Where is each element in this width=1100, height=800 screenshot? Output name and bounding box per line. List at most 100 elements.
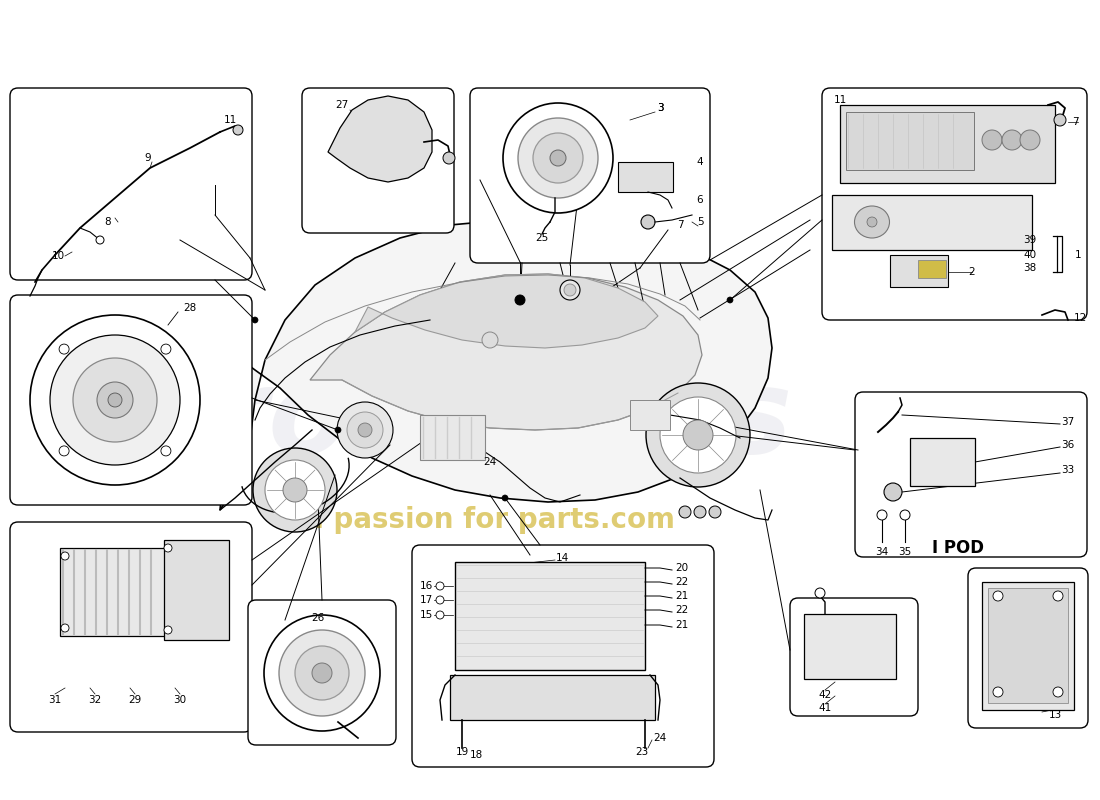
Text: 4: 4: [696, 157, 703, 167]
Polygon shape: [328, 96, 432, 182]
Circle shape: [560, 280, 580, 300]
Bar: [60, 548, 168, 636]
Ellipse shape: [855, 206, 890, 238]
Text: 17: 17: [419, 595, 432, 605]
Text: 22: 22: [675, 577, 689, 587]
Circle shape: [646, 383, 750, 487]
Circle shape: [1053, 687, 1063, 697]
FancyBboxPatch shape: [470, 88, 710, 263]
Text: a passion for parts.com: a passion for parts.com: [305, 506, 675, 534]
Circle shape: [60, 624, 69, 632]
Text: 27: 27: [336, 100, 349, 110]
Circle shape: [1053, 591, 1063, 601]
Circle shape: [161, 344, 170, 354]
Text: 19: 19: [455, 747, 469, 757]
Bar: [804, 614, 896, 679]
Text: 36: 36: [1062, 440, 1075, 450]
Circle shape: [515, 295, 525, 305]
Text: 11: 11: [834, 95, 847, 105]
Bar: [982, 582, 1074, 710]
Circle shape: [550, 150, 566, 166]
Text: 2: 2: [969, 267, 976, 277]
Circle shape: [679, 506, 691, 518]
Circle shape: [253, 448, 337, 532]
Bar: [450, 675, 654, 720]
FancyBboxPatch shape: [968, 568, 1088, 728]
Circle shape: [252, 317, 258, 323]
Circle shape: [96, 236, 104, 244]
Circle shape: [710, 506, 720, 518]
FancyBboxPatch shape: [790, 598, 918, 716]
Bar: [420, 415, 485, 460]
Text: 35: 35: [899, 547, 912, 557]
Bar: [455, 562, 645, 670]
Bar: [618, 162, 673, 192]
Text: 23: 23: [636, 747, 649, 757]
Circle shape: [877, 510, 887, 520]
Circle shape: [312, 663, 332, 683]
Text: 20: 20: [675, 563, 689, 573]
Bar: [910, 438, 975, 486]
Circle shape: [503, 103, 613, 213]
Circle shape: [993, 591, 1003, 601]
Circle shape: [1002, 130, 1022, 150]
Text: 34: 34: [876, 547, 889, 557]
Circle shape: [161, 446, 170, 456]
Circle shape: [108, 393, 122, 407]
Text: 37: 37: [1062, 417, 1075, 427]
Text: 1: 1: [1075, 250, 1081, 260]
FancyBboxPatch shape: [855, 392, 1087, 557]
Circle shape: [60, 552, 69, 560]
Text: 41: 41: [818, 703, 832, 713]
Text: 3: 3: [657, 103, 663, 113]
Text: 31: 31: [48, 695, 62, 705]
Circle shape: [660, 397, 736, 473]
Circle shape: [436, 582, 444, 590]
Circle shape: [993, 687, 1003, 697]
Text: 6: 6: [696, 195, 703, 205]
Circle shape: [867, 217, 877, 227]
Circle shape: [164, 544, 172, 552]
Bar: [840, 105, 1055, 183]
Text: 10: 10: [52, 251, 65, 261]
Text: 39: 39: [1023, 235, 1036, 245]
Text: 16: 16: [419, 581, 432, 591]
Circle shape: [436, 596, 444, 604]
Text: 3: 3: [657, 103, 663, 113]
Bar: [890, 255, 948, 287]
Circle shape: [982, 130, 1002, 150]
Text: 32: 32: [88, 695, 101, 705]
FancyBboxPatch shape: [10, 522, 252, 732]
Circle shape: [336, 427, 341, 433]
FancyBboxPatch shape: [302, 88, 454, 233]
Text: 9: 9: [145, 153, 152, 163]
Circle shape: [1054, 114, 1066, 126]
Circle shape: [564, 284, 576, 296]
Circle shape: [337, 402, 393, 458]
Text: 11: 11: [223, 115, 236, 125]
Circle shape: [436, 611, 444, 619]
FancyBboxPatch shape: [248, 600, 396, 745]
Circle shape: [683, 420, 713, 450]
FancyBboxPatch shape: [10, 295, 252, 505]
Circle shape: [1020, 130, 1040, 150]
Circle shape: [50, 335, 180, 465]
Text: 18: 18: [470, 750, 483, 760]
FancyBboxPatch shape: [412, 545, 714, 767]
Bar: [832, 195, 1032, 250]
Text: 24: 24: [653, 733, 667, 743]
Text: eurospares: eurospares: [47, 362, 793, 478]
Text: 7: 7: [676, 220, 683, 230]
Circle shape: [295, 646, 349, 700]
Text: 24: 24: [483, 457, 496, 467]
Bar: [846, 112, 974, 170]
Text: 25: 25: [536, 233, 549, 243]
Text: 13: 13: [1048, 710, 1062, 720]
Circle shape: [815, 588, 825, 598]
Circle shape: [279, 630, 365, 716]
Circle shape: [59, 344, 69, 354]
Circle shape: [73, 358, 157, 442]
Bar: [988, 588, 1068, 703]
Text: 7: 7: [1071, 117, 1078, 127]
Text: 38: 38: [1023, 263, 1036, 273]
